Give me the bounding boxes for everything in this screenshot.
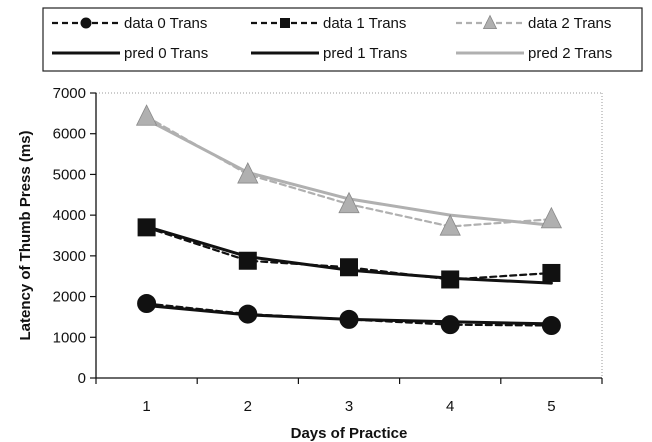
data-point-data-2-trans [439, 214, 461, 236]
y-tick-label: 1000 [53, 329, 86, 346]
data-point-data-0-trans [541, 315, 561, 335]
data-point-data-1-trans [137, 218, 156, 237]
legend-label-pred-2-trans: pred 2 Trans [528, 45, 612, 62]
series-data-0-trans [137, 293, 561, 335]
y-tick-label: 2000 [53, 289, 86, 306]
axes: 0 1000 2000 3000 4000 5000 6000 7000 1 2 3 4 5 [53, 85, 603, 415]
data-point-data-0-trans [238, 304, 258, 324]
data-point-data-0-trans [339, 309, 359, 329]
y-tick-label: 3000 [53, 248, 86, 265]
x-axis-title: Days of Practice [291, 425, 408, 442]
legend-item-data-1-trans: data 1 Trans [251, 15, 406, 32]
y-tick-label: 6000 [53, 126, 86, 143]
y-tick-label: 5000 [53, 166, 86, 183]
x-tick-label: 5 [547, 398, 555, 415]
y-tick-label: 4000 [53, 207, 86, 224]
legend-label-data-1-trans: data 1 Trans [323, 15, 406, 32]
legend-item-pred-2-trans: pred 2 Trans [456, 45, 612, 62]
data-point-data-1-trans [542, 263, 561, 282]
legend-label-data-2-trans: data 2 Trans [528, 15, 611, 32]
series-layer [135, 104, 563, 335]
data-point-data-1-trans [441, 270, 460, 289]
legend-label-data-0-trans: data 0 Trans [124, 15, 207, 32]
y-axis-title: Latency of Thumb Press (ms) [17, 130, 34, 340]
legend-item-data-2-trans: data 2 Trans [456, 14, 611, 32]
x-tick-label: 3 [345, 398, 353, 415]
legend-marker-data-1-trans [280, 18, 290, 28]
data-point-data-1-trans [238, 251, 257, 270]
data-point-data-1-trans [340, 258, 358, 277]
data-point-data-2-trans [338, 191, 360, 214]
series-data-1-trans [137, 218, 561, 289]
series-data-2-trans [135, 104, 563, 236]
legend: data 0 Trans data 1 Trans data 2 Trans pred… [42, 7, 643, 72]
y-tick-label: 0 [78, 370, 86, 387]
data-point-data-2-trans [540, 206, 563, 229]
x-tick-label: 4 [446, 398, 454, 415]
legend-item-pred-0-trans: pred 0 Trans [52, 45, 208, 62]
data-point-data-0-trans [440, 315, 460, 335]
legend-box [42, 7, 643, 72]
data-point-data-2-trans [135, 104, 158, 126]
legend-marker-data-2-trans [482, 14, 498, 30]
legend-label-pred-0-trans: pred 0 Trans [124, 45, 208, 62]
legend-label-pred-1-trans: pred 1 Trans [323, 45, 407, 62]
data-point-data-2-trans [237, 162, 259, 184]
x-tick-label: 1 [142, 398, 150, 415]
legend-item-data-0-trans: data 0 Trans [52, 15, 207, 32]
legend-item-pred-1-trans: pred 1 Trans [251, 45, 407, 62]
x-tick-label: 2 [244, 398, 252, 415]
legend-marker-data-0-trans [80, 17, 92, 29]
series-line-data-1-trans [145, 226, 553, 281]
y-tick-label: 7000 [53, 85, 86, 102]
data-point-data-0-trans [137, 293, 157, 313]
